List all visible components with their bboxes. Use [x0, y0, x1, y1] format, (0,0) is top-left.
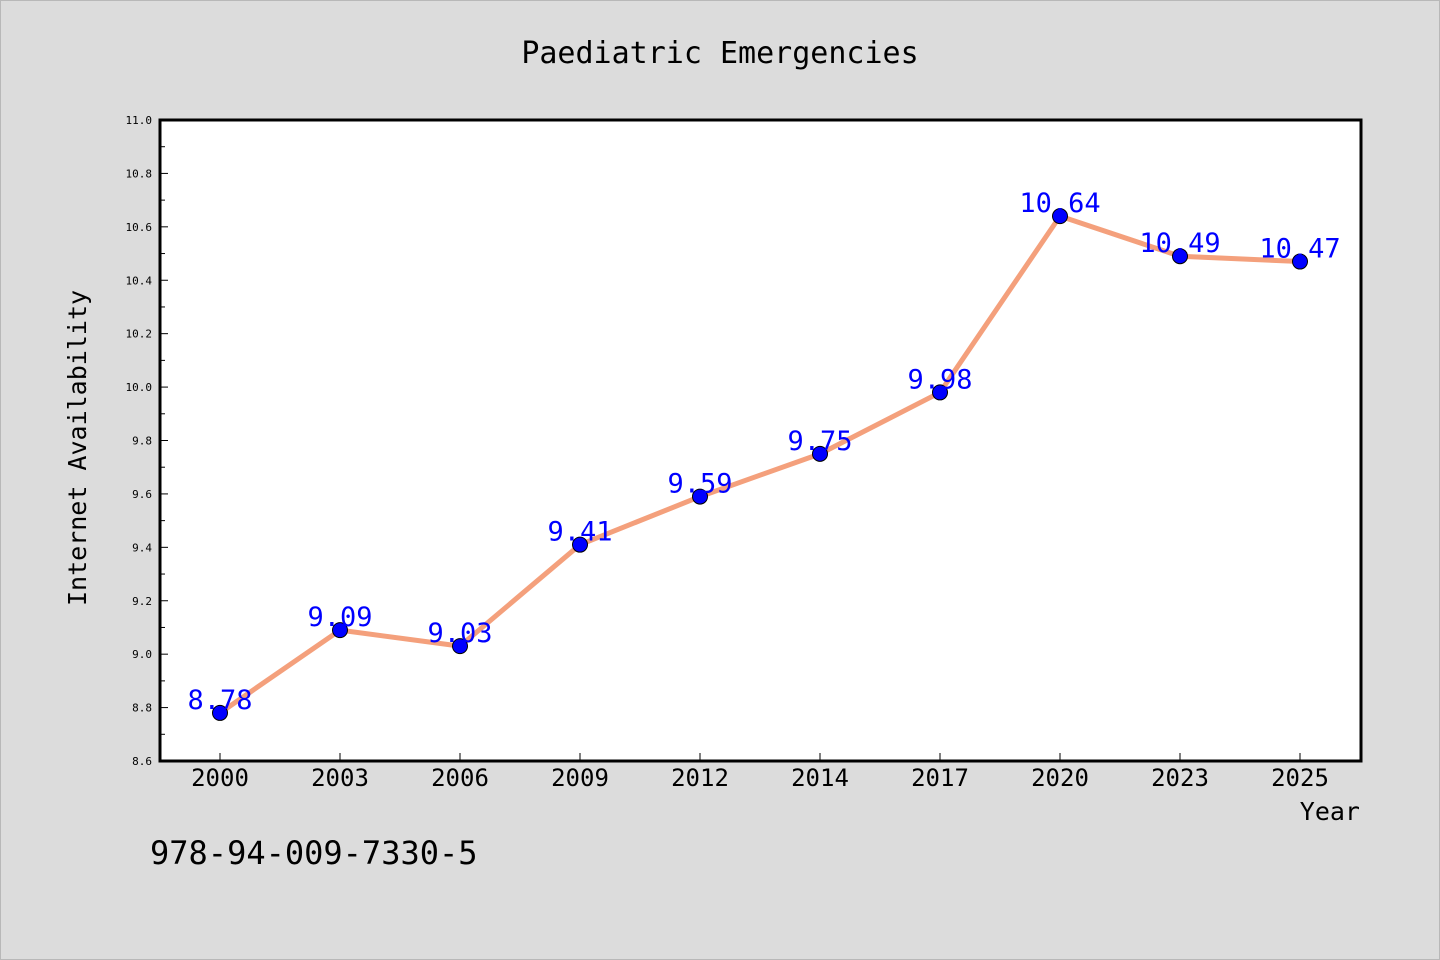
data-label: 9.41: [547, 517, 612, 548]
data-point: [452, 638, 468, 655]
x-tick-label: 2006: [431, 764, 489, 792]
data-point: [932, 384, 948, 401]
chart-title: Paediatric Emergencies: [521, 36, 918, 71]
x-tick-label: 2003: [311, 764, 369, 792]
data-label: 10.64: [1019, 188, 1100, 219]
data-label: 9.75: [787, 426, 852, 457]
y-axis-label: Internet Availability: [63, 290, 92, 606]
data-point: [572, 536, 588, 553]
data-point: [812, 445, 828, 462]
y-tick-label: 9.6: [132, 488, 152, 501]
data-point: [1172, 248, 1188, 265]
data-point: [212, 704, 228, 721]
data-point: [692, 488, 708, 505]
data-point: [1292, 253, 1308, 270]
x-axis: 2000 2003 2006 2009 2012 2014 2017 2020 2023 2025: [191, 753, 1329, 792]
y-tick-label: 9.0: [132, 648, 152, 661]
data-label: 10.47: [1259, 234, 1340, 265]
x-tick-label: 2023: [1151, 764, 1209, 792]
footnote: 978-94-009-7330-5: [150, 834, 478, 872]
y-tick-label: 9.2: [132, 595, 152, 608]
x-tick-label: 2009: [551, 764, 609, 792]
data-point: [1052, 208, 1068, 225]
data-label: 10.49: [1139, 228, 1220, 259]
markers: [212, 208, 1308, 721]
data-labels: 8.78 9.09 9.03 9.41 9.59 9.75 9.98 10.64 10.49 10…: [187, 188, 1340, 716]
x-tick-label: 2017: [911, 764, 969, 792]
data-label: 8.78: [187, 685, 252, 716]
x-tick-label: 2025: [1271, 764, 1329, 792]
data-label: 9.59: [667, 469, 732, 500]
x-tick-label: 2012: [671, 764, 729, 792]
y-tick-label: 9.4: [132, 541, 152, 554]
y-tick-label: 10.2: [126, 328, 153, 341]
y-tick-label: 9.8: [132, 435, 152, 448]
y-tick-label: 8.6: [132, 755, 152, 768]
series-line: [217, 213, 1303, 716]
x-tick-label: 2000: [191, 764, 249, 792]
data-label: 9.98: [907, 364, 972, 395]
y-tick-label: 8.8: [132, 702, 152, 715]
data-label: 9.09: [307, 602, 372, 633]
x-axis-label: Year: [1300, 797, 1360, 826]
plot-frame: [158, 118, 1363, 763]
y-tick-label: 10.6: [126, 221, 153, 234]
x-tick-label: 2020: [1031, 764, 1089, 792]
y-tick-label: 11.0: [126, 114, 153, 127]
data-label: 9.03: [427, 618, 492, 649]
plot-area: [160, 120, 1361, 761]
x-tick-label: 2014: [791, 764, 849, 792]
y-tick-label: 10.4: [126, 274, 153, 287]
y-axis: 8.6 8.8 9.0 9.2 9.4 9.6 9.8 10.0 10.2 10.4 10.6 10.…: [126, 114, 168, 768]
data-point: [332, 622, 348, 639]
y-tick-label: 10.0: [126, 381, 153, 394]
y-tick-label: 10.8: [126, 167, 153, 180]
